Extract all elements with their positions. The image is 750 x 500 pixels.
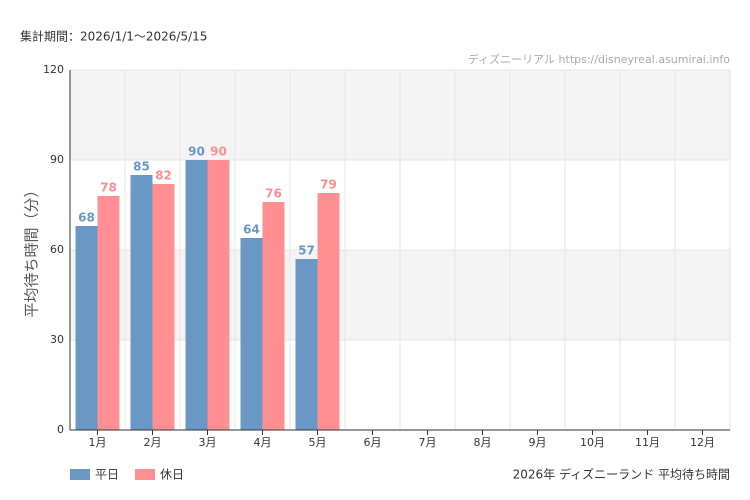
y-tick-label: 60 <box>50 243 64 256</box>
y-tick-label: 30 <box>50 333 64 346</box>
x-tick-label: 6月 <box>364 436 382 449</box>
data-label: 78 <box>100 181 117 195</box>
x-tick-label: 3月 <box>199 436 217 449</box>
data-label: 57 <box>298 244 315 258</box>
bar <box>317 193 340 430</box>
data-label: 90 <box>188 145 205 159</box>
legend-swatch <box>135 469 156 480</box>
x-tick-label: 5月 <box>309 436 327 449</box>
y-tick-label: 0 <box>57 423 64 436</box>
x-tick-label: 12月 <box>690 436 715 449</box>
bar <box>295 259 318 430</box>
x-tick-label: 10月 <box>580 436 605 449</box>
bar <box>240 238 263 430</box>
bar <box>262 202 285 430</box>
bar <box>152 184 175 430</box>
data-label: 79 <box>320 178 337 192</box>
x-tick-label: 4月 <box>254 436 272 449</box>
x-tick-label: 8月 <box>474 436 492 449</box>
legend-label: 休日 <box>160 468 184 482</box>
y-tick-label: 90 <box>50 153 64 166</box>
bar <box>75 226 98 430</box>
chart-title: 2026年 ディズニーランド 平均待ち時間 <box>513 467 730 482</box>
source: ディズニーリアル https://disneyreal.asumirai.inf… <box>468 52 730 66</box>
y-tick-label: 120 <box>43 63 64 76</box>
x-tick-label: 9月 <box>529 436 547 449</box>
bar <box>97 196 120 430</box>
x-tick-label: 2月 <box>144 436 162 449</box>
bar <box>185 160 208 430</box>
x-tick-label: 1月 <box>89 436 107 449</box>
legend-swatch <box>70 469 90 480</box>
period: 集計期間：2026/1/1〜2026/5/15 <box>20 29 207 44</box>
data-label: 64 <box>243 223 260 237</box>
legend-label: 平日 <box>95 468 119 482</box>
bar <box>130 175 153 430</box>
data-label: 90 <box>210 145 227 159</box>
data-label: 82 <box>155 169 172 183</box>
bar <box>207 160 230 430</box>
y-axis-title: 平均待ち時間（分） <box>23 182 41 317</box>
data-label: 85 <box>133 160 150 174</box>
x-tick-label: 7月 <box>419 436 437 449</box>
data-label: 76 <box>265 187 282 201</box>
data-label: 68 <box>78 211 95 225</box>
x-tick-label: 11月 <box>635 436 660 449</box>
